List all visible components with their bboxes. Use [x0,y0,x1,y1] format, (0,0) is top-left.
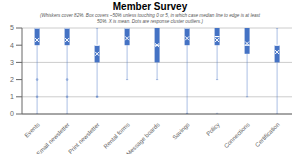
html-text:Member Survey: Member Survey [112,1,188,12]
svg-text:4: 4 [10,42,14,49]
svg-text:Email newsletter: Email newsletter [35,122,70,155]
svg-text:2: 2 [10,76,14,83]
svg-text:5: 5 [10,25,14,32]
svg-text:Savings: Savings [171,122,190,141]
html-text:(Whiskers cover 82%. Box cover: (Whiskers cover 82%. Box covers ~50% unl… [39,13,261,18]
svg-text:Events: Events [24,122,41,139]
svg-text:3: 3 [10,59,14,66]
svg-text:Connections: Connections [223,122,251,150]
svg-text:Rental forms: Rental forms [102,122,130,150]
svg-text:Message boards: Message boards [125,122,161,155]
svg-text:Certification: Certification [254,122,281,149]
svg-text:0: 0 [10,111,14,118]
html-text:50%. X is mean. Dots are respo: 50%. X is mean. Dots are response cluste… [97,18,203,24]
svg-text:1: 1 [10,93,14,100]
svg-text:Policy: Policy [205,122,221,138]
svg-text:Print newsletter: Print newsletter [67,122,100,155]
